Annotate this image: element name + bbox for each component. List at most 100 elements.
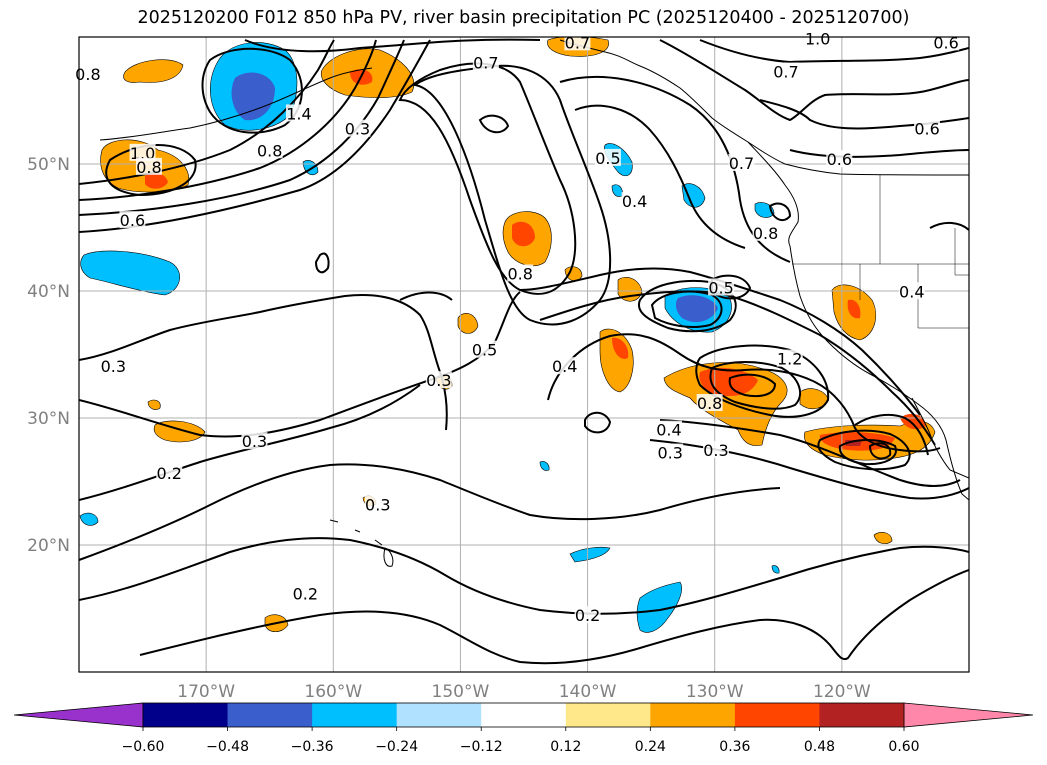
contour-label-bg <box>472 53 499 71</box>
pv-contour <box>539 290 936 446</box>
pv-contour <box>412 64 612 326</box>
pv-contour <box>244 38 541 53</box>
contour-label: 0.2 <box>157 464 182 483</box>
contour-label-bg <box>708 278 735 296</box>
colorbar-segment <box>819 703 905 727</box>
contour-label-bg <box>119 211 146 229</box>
contour-label: 0.8 <box>136 158 161 177</box>
contour-label: 0.8 <box>75 65 100 84</box>
map-title: 2025120200 F012 850 hPa PV, river basin … <box>137 8 910 28</box>
colorbar-tick-label: 0.60 <box>888 739 919 755</box>
precip-strong-area <box>847 299 861 319</box>
precip-negative-strong-area <box>675 295 718 323</box>
lat-tick-label: 30°N <box>27 409 70 429</box>
contour-label-bg <box>898 282 925 300</box>
pv-contour <box>650 290 723 328</box>
lat-tick-label: 20°N <box>27 536 70 556</box>
precip-negative-area <box>539 461 550 471</box>
precip-negative-area <box>79 512 99 526</box>
pv-contour <box>478 114 510 134</box>
contour-label: 0.7 <box>729 154 754 173</box>
precip-negative-area <box>569 546 611 563</box>
pv-contour <box>838 439 897 466</box>
contour-label-bg <box>728 154 755 171</box>
colorbar-tick-label: 0.48 <box>804 739 835 755</box>
pv-contours <box>79 38 969 665</box>
contour-label-bg <box>241 432 268 450</box>
colorbar-segment <box>396 703 482 727</box>
precip-strong-area <box>512 221 535 247</box>
precip-negative-area <box>80 250 180 296</box>
state-border <box>859 228 969 300</box>
colorbar-segment <box>481 703 567 727</box>
contour-label: 0.3 <box>703 441 728 460</box>
contour-label-bg <box>655 420 682 438</box>
contour-label: 0.3 <box>426 371 451 390</box>
precip-strong-area <box>145 172 168 189</box>
precip-negative-area <box>681 183 706 208</box>
colorbar-frame <box>142 702 905 728</box>
pv-contour <box>314 252 330 274</box>
contour-label-bg <box>344 119 371 137</box>
contour-label: 0.8 <box>507 264 532 283</box>
pv-contour <box>201 47 303 134</box>
colorbar-segment <box>565 703 651 727</box>
contour-label-bg <box>621 192 648 210</box>
pv-contour <box>699 39 969 64</box>
contour-label-bg <box>772 62 799 80</box>
pv-contour <box>711 274 752 300</box>
lon-tick-label: 120°W <box>813 682 871 702</box>
mexico-gulf-coastline <box>911 397 969 479</box>
pv-contour <box>79 39 335 185</box>
precip-negative-strong-area <box>231 72 275 121</box>
longitude-tick-labels: 170°W 160°W 150°W 140°W 130°W 120°W <box>177 682 871 702</box>
lon-tick-label: 140°W <box>559 682 617 702</box>
colorbar-tick-label: 0.12 <box>550 739 581 755</box>
hawaii-islands <box>329 519 394 567</box>
contour-label: 0.6 <box>827 150 852 169</box>
pv-contour <box>854 413 929 456</box>
pv-contour <box>768 202 792 222</box>
contour-label-bg <box>657 443 684 461</box>
contour-label-bg <box>551 357 578 375</box>
contour-label: 0.4 <box>552 357 577 376</box>
gridlines <box>79 37 969 672</box>
pv-contour <box>817 429 911 471</box>
pv-contour <box>659 39 969 122</box>
contour-label-bg <box>752 223 779 241</box>
pv-contour <box>79 294 448 431</box>
precip-negative-area <box>611 184 623 197</box>
pv-contour <box>139 569 969 665</box>
plot-frame <box>78 36 970 673</box>
pv-contour <box>79 39 377 201</box>
colorbar-extend-low <box>13 702 144 728</box>
contour-label-bg <box>507 264 534 282</box>
colorbar: −0.60 −0.48 −0.36 −0.24 −0.12 0.12 0.24 0.36 0.4… <box>13 702 1034 755</box>
alaska-coastline <box>559 39 969 176</box>
state-borders <box>792 175 969 329</box>
contour-label: 1.2 <box>777 350 802 369</box>
coastlines <box>99 39 969 567</box>
contour-label: 0.4 <box>656 421 681 440</box>
contour-label: 0.8 <box>753 224 778 243</box>
precip-positive-area <box>147 399 161 410</box>
contour-label-bg <box>292 584 319 602</box>
contour-label-bg <box>471 340 498 358</box>
us-west-coastline <box>789 245 969 501</box>
colorbar-tick-label: 0.24 <box>635 739 666 755</box>
contour-label-bg <box>129 143 156 161</box>
pv-contour <box>929 222 969 231</box>
pv-contour <box>584 411 612 434</box>
contour-label: 0.2 <box>575 606 600 625</box>
colorbar-tick-label: −0.12 <box>460 739 503 755</box>
contour-label-bg <box>285 104 312 122</box>
contour-label: 0.7 <box>473 54 498 73</box>
colorbar-tick-label: 0.36 <box>719 739 750 755</box>
contour-label: 1.0 <box>805 30 830 49</box>
pv-contour <box>759 99 969 130</box>
latitude-tick-labels: 50°N 40°N 30°N 20°N <box>27 155 70 556</box>
contour-labels: 1.00.80.81.40.30.60.80.70.7 1.00.70.60.60… <box>74 29 960 625</box>
colorbar-extend-high <box>903 702 1034 728</box>
contour-label-bg <box>256 141 283 159</box>
contour-label-bg <box>364 495 391 513</box>
